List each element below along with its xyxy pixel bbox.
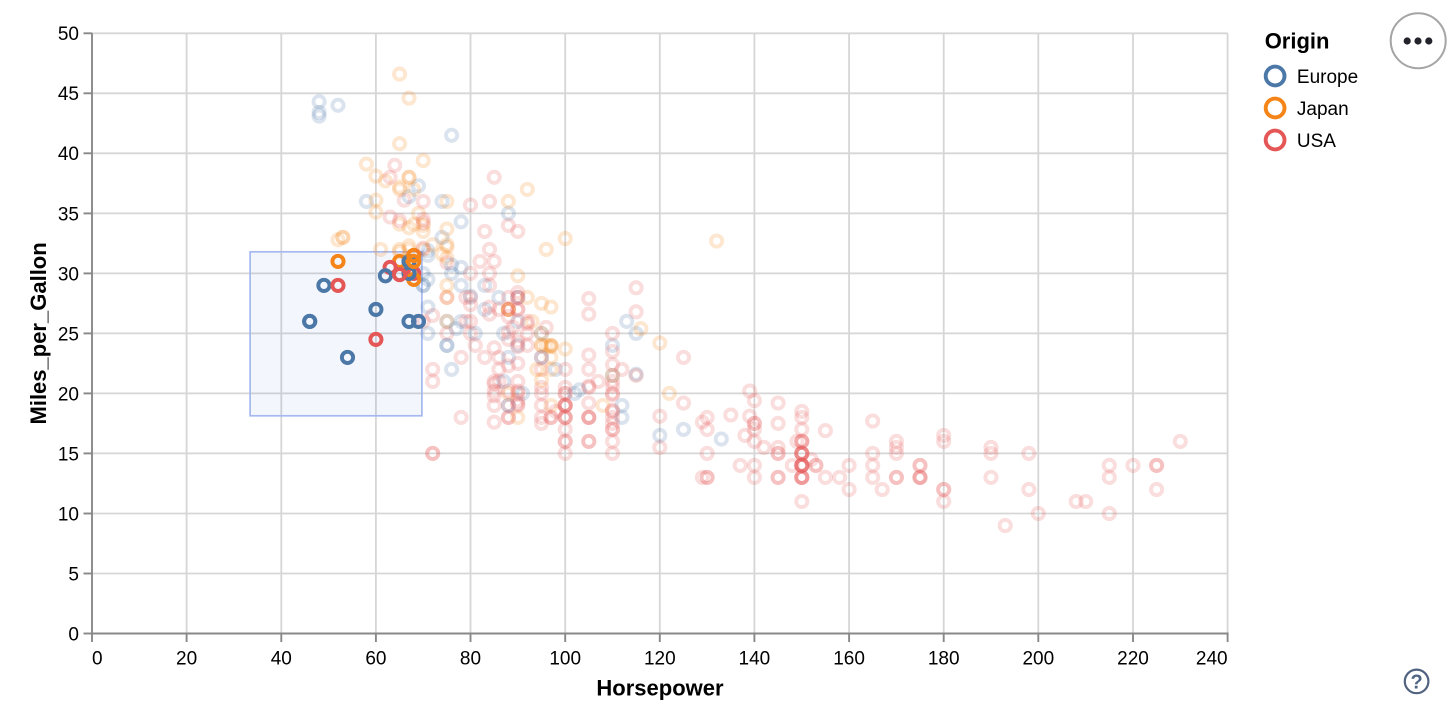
svg-text:Origin: Origin [1265,29,1330,54]
svg-text:0: 0 [92,649,103,670]
svg-text:30: 30 [58,264,79,285]
svg-text:10: 10 [58,504,79,525]
svg-text:120: 120 [644,649,676,670]
svg-text:100: 100 [549,649,581,670]
svg-text:160: 160 [833,649,865,670]
svg-text:40: 40 [271,649,292,670]
svg-text:180: 180 [928,649,960,670]
svg-text:Europe: Europe [1297,67,1358,88]
svg-text:20: 20 [58,384,79,405]
svg-text:140: 140 [739,649,771,670]
svg-text:15: 15 [58,444,79,465]
svg-text:25: 25 [58,324,79,345]
svg-text:60: 60 [365,649,386,670]
svg-text:20: 20 [176,649,197,670]
svg-text:Japan: Japan [1297,99,1349,120]
svg-text:45: 45 [58,84,79,105]
svg-text:Miles_per_Gallon: Miles_per_Gallon [26,242,51,424]
svg-text:240: 240 [1196,649,1228,670]
svg-text:40: 40 [58,144,79,165]
svg-text:5: 5 [68,564,79,585]
svg-text:200: 200 [1022,649,1054,670]
svg-text:USA: USA [1297,131,1336,152]
svg-text:35: 35 [58,204,79,225]
svg-text:Horsepower: Horsepower [596,676,724,701]
svg-text:0: 0 [68,624,79,645]
svg-text:?: ? [1410,672,1422,694]
svg-text:80: 80 [460,649,481,670]
svg-text:50: 50 [58,24,79,45]
svg-text:220: 220 [1117,649,1149,670]
